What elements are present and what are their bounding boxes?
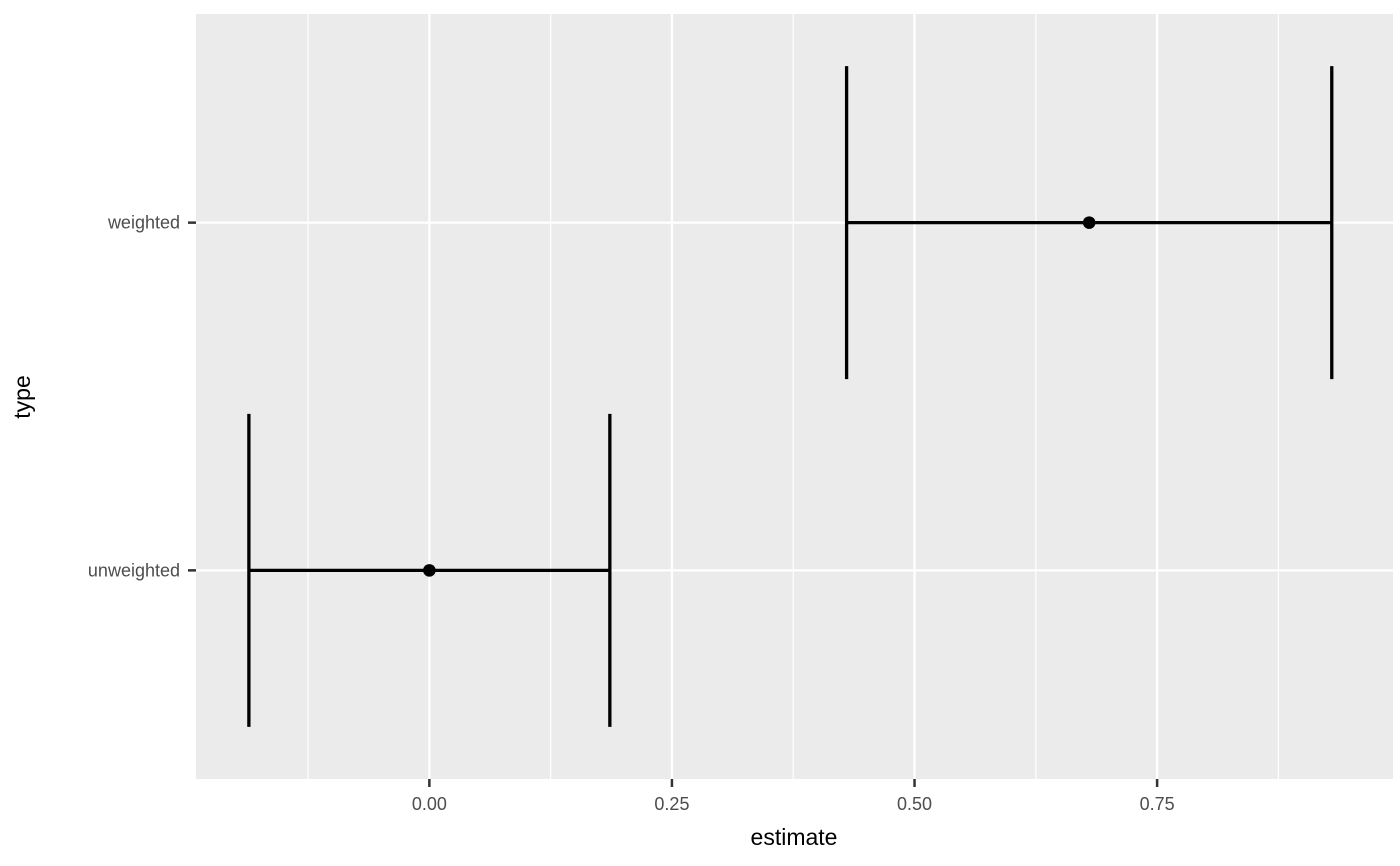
x-tick-label: 0.75 xyxy=(1140,794,1175,814)
panel-background xyxy=(196,14,1393,779)
x-tick-label: 0.00 xyxy=(412,794,447,814)
axes: 0.00 0.25 0.50 0.75 weighted unweighted xyxy=(88,213,1175,814)
point-estimate-unweighted xyxy=(423,564,436,577)
data-series xyxy=(247,66,1334,727)
y-tick-label: unweighted xyxy=(88,560,180,580)
y-tick-label: weighted xyxy=(107,213,180,233)
x-tick-label: 0.50 xyxy=(897,794,932,814)
y-axis-title: type xyxy=(9,375,35,418)
plot-panel xyxy=(196,14,1393,779)
point-estimate-weighted xyxy=(1082,216,1096,229)
x-tick-label: 0.25 xyxy=(654,794,689,814)
errorbar-unweighted xyxy=(247,413,612,727)
x-axis-title: estimate xyxy=(751,824,838,850)
errorbar-weighted xyxy=(844,66,1334,380)
